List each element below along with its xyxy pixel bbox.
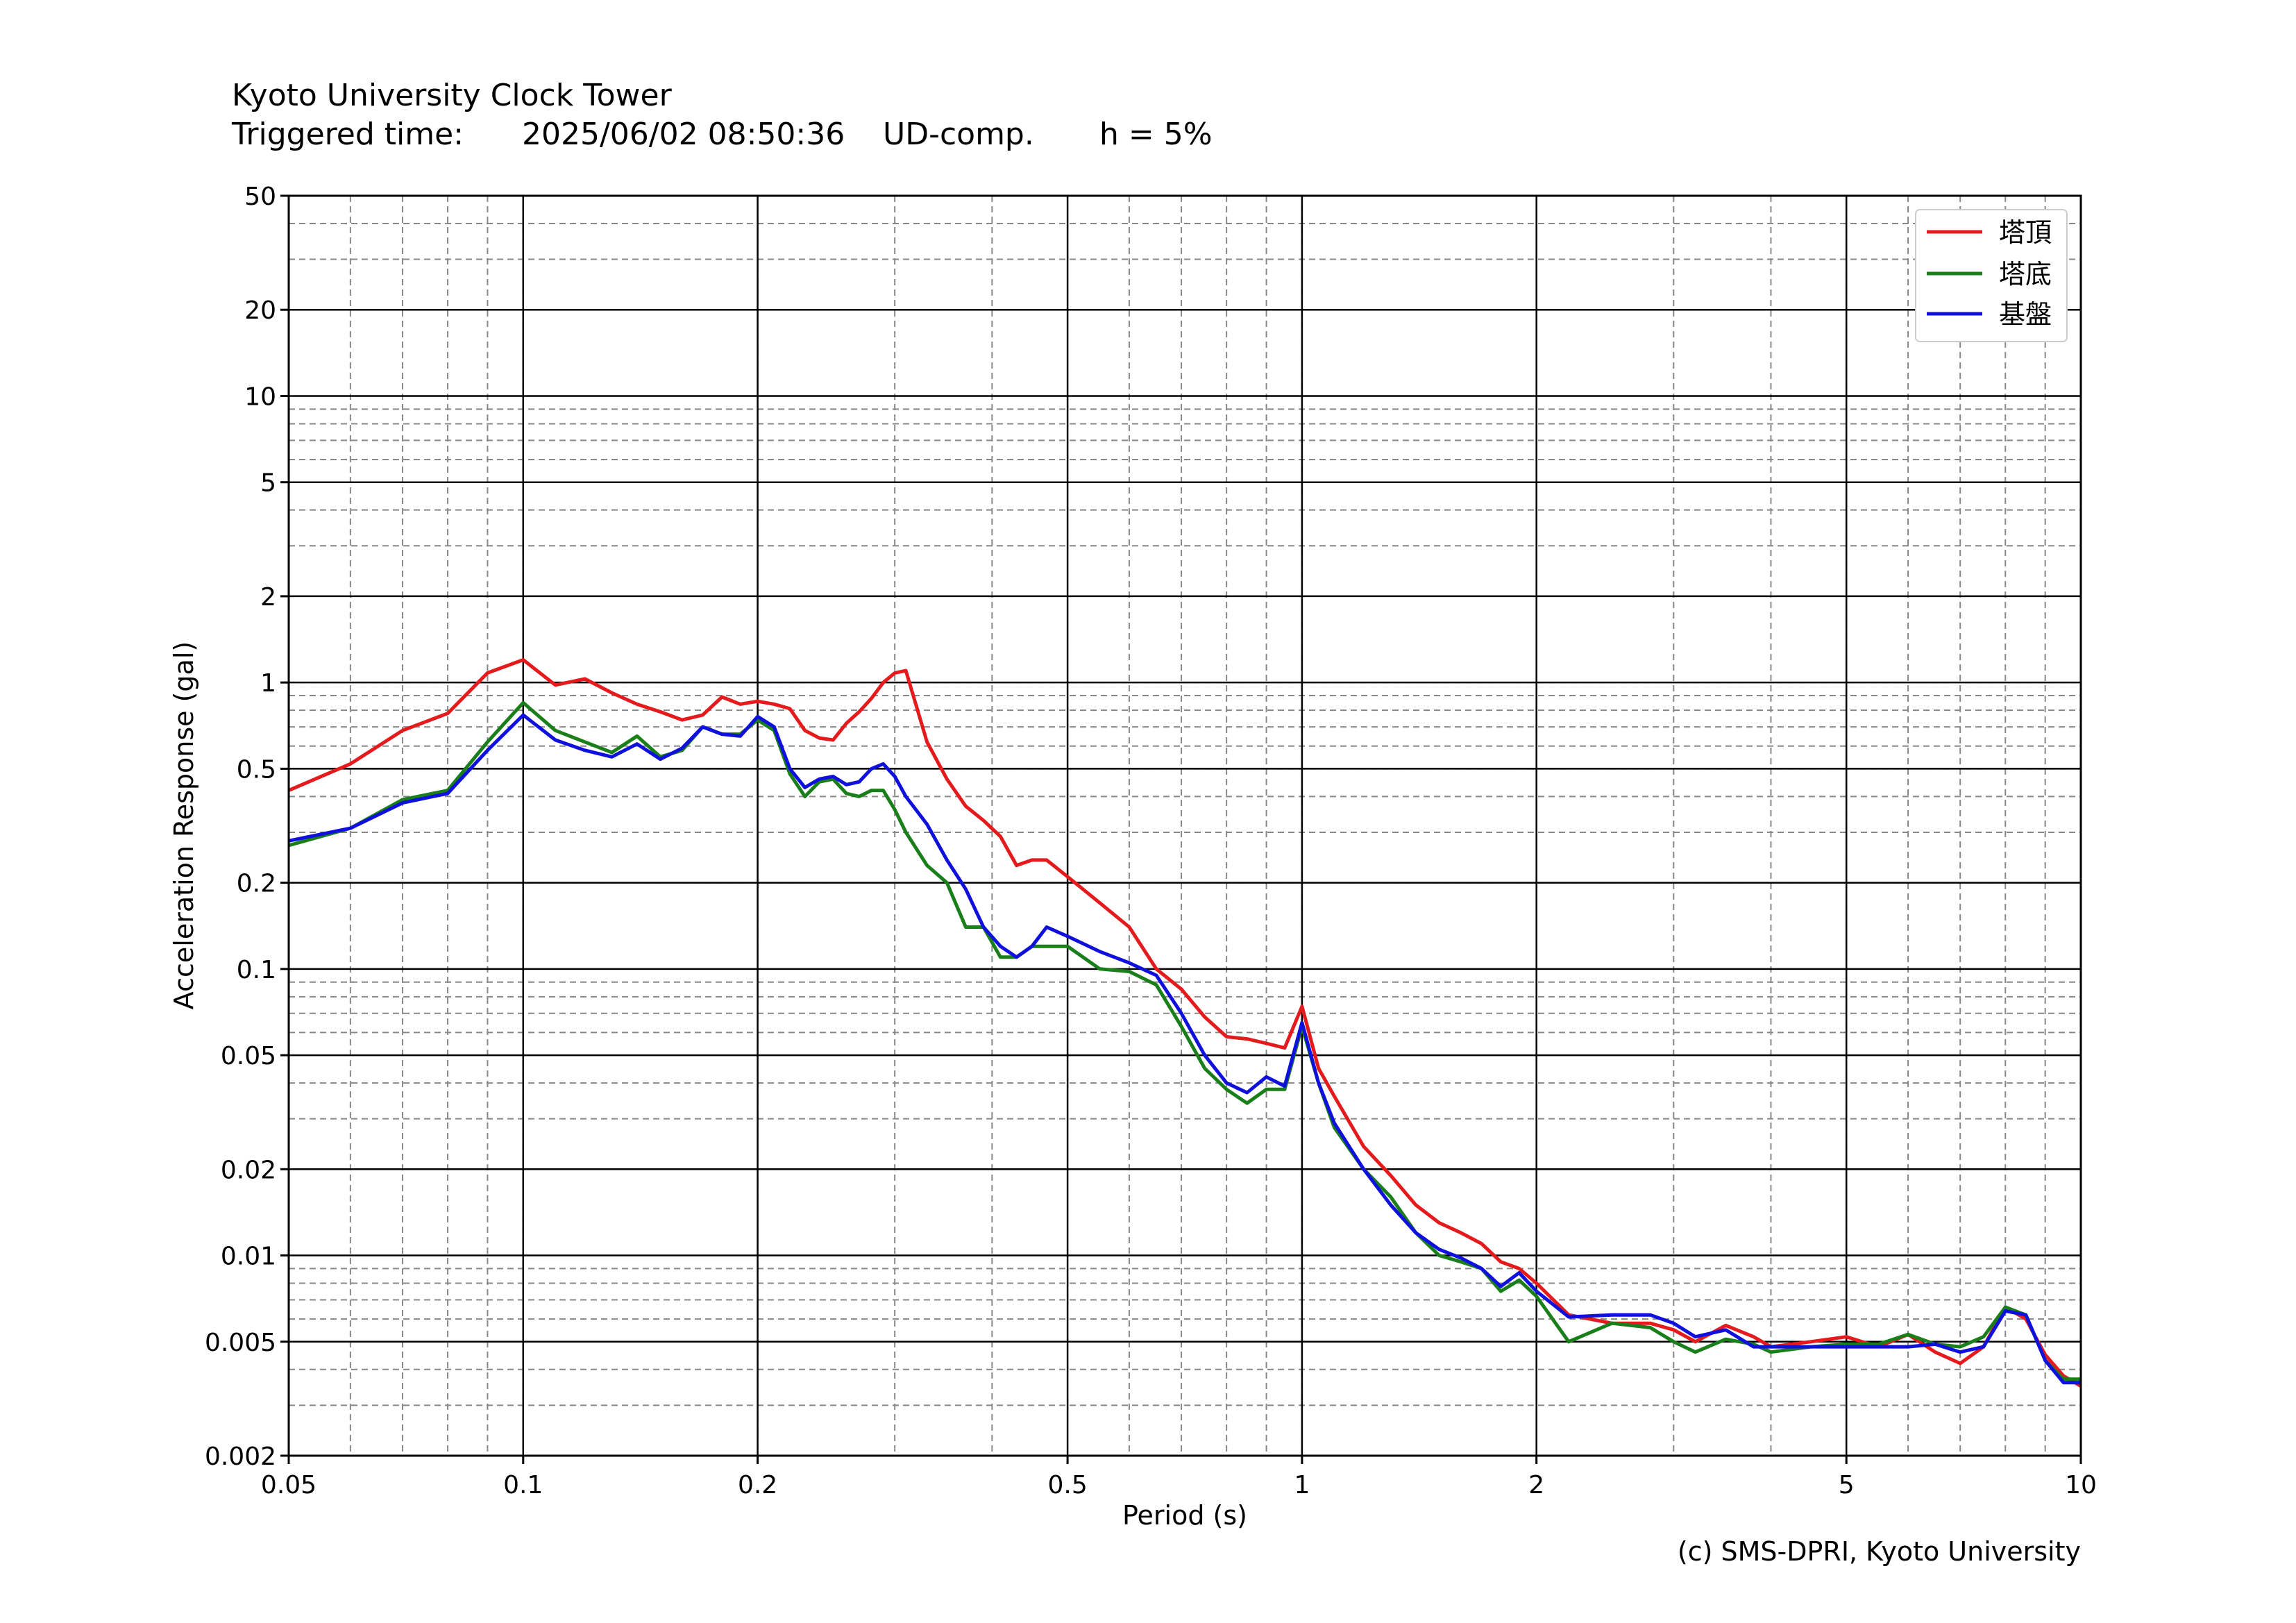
damping-label: h = 5% [1099, 117, 1213, 152]
y-tick-label: 0.05 [221, 1042, 276, 1070]
x-tick-label: 0.05 [261, 1471, 316, 1499]
x-tick-label: 0.2 [738, 1471, 777, 1499]
legend-label-ground: 基盤 [1999, 299, 2052, 330]
y-tick-label: 5 [260, 469, 276, 498]
y-axis-label: Acceleration Response (gal) [169, 641, 199, 1009]
legend-label-base: 塔底 [1999, 259, 2052, 289]
series-line-top [289, 658, 2081, 1388]
series-line-ground [289, 713, 2081, 1385]
x-tick-label: 10 [2065, 1471, 2097, 1499]
x-tick-label: 2 [1528, 1471, 1544, 1499]
legend-label-top: 塔頂 [1999, 217, 2052, 248]
triggered-label: Triggered time: [231, 117, 464, 152]
y-tick-label: 50 [244, 183, 276, 211]
grid-layer [287, 194, 2082, 1457]
y-tick-label: 0.02 [221, 1156, 276, 1184]
credit-text: (c) SMS-DPRI, Kyoto University [1678, 1536, 2081, 1567]
x-tick-label: 1 [1294, 1471, 1310, 1499]
y-tick-label: 1 [260, 669, 276, 698]
component-label: UD-comp. [883, 117, 1034, 152]
x-tick-label: 5 [1839, 1471, 1855, 1499]
y-tick-label: 10 [244, 382, 276, 411]
legend-box [1915, 209, 2068, 342]
y-tick-label: 0.5 [237, 755, 276, 784]
tick-layer: 0.05 0.1 0.2 0.5 1 2 5 10 0.002 0.005 0.01 0.02 0.05… [205, 183, 2097, 1499]
x-tick-label: 0.5 [1047, 1471, 1087, 1499]
legend: 塔頂 塔底 基盤 [1915, 209, 2068, 342]
y-tick-label: 0.01 [221, 1243, 276, 1271]
series-layer [289, 658, 2081, 1388]
y-tick-label: 0.002 [205, 1443, 276, 1471]
y-tick-label: 0.2 [237, 870, 276, 898]
x-tick-label: 0.1 [503, 1471, 543, 1499]
y-tick-label: 0.005 [205, 1329, 276, 1357]
y-tick-label: 0.1 [237, 956, 276, 984]
y-tick-label: 2 [260, 583, 276, 612]
x-axis-label: Period (s) [1122, 1500, 1247, 1531]
plot-frame [287, 194, 2082, 1457]
chart-title: Kyoto University Clock Tower [232, 78, 673, 113]
y-tick-label: 20 [244, 296, 276, 325]
triggered-value: 2025/06/02 08:50:36 [522, 117, 845, 152]
